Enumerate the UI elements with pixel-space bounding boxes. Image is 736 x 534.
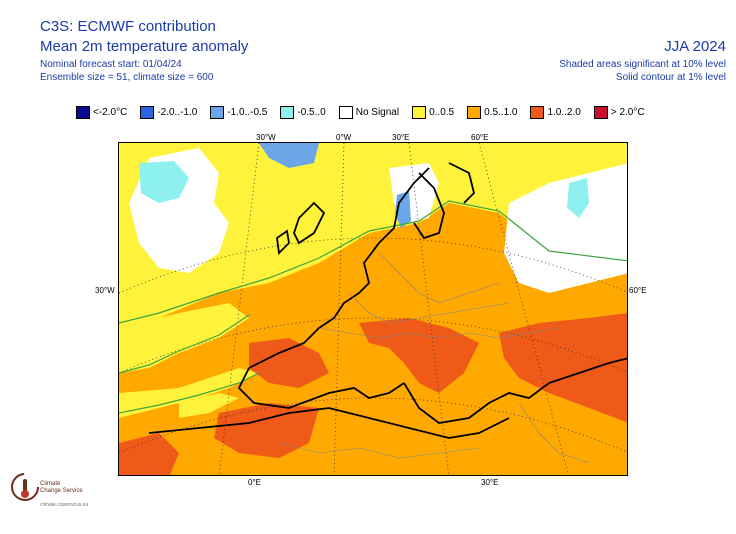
legend-swatch <box>140 105 155 119</box>
significance-contour <box>119 200 627 414</box>
anomaly-region-red <box>249 338 329 388</box>
anomaly-region-cyan <box>139 161 189 203</box>
logo-line-1: Climate <box>40 481 61 487</box>
legend-swatch <box>530 105 545 119</box>
border-line <box>378 252 500 304</box>
legend-swatch <box>338 105 353 119</box>
legend-label: 0..0.5 <box>429 106 455 118</box>
border-line <box>278 442 480 459</box>
axis-label-left: 30°W <box>95 286 115 295</box>
logo-url: climate.copernicus.eu <box>40 502 89 508</box>
anomaly-region-blue <box>395 191 411 228</box>
anomaly-region-red <box>499 313 627 423</box>
logo-line-2: Change Service <box>40 488 83 494</box>
legend-label: 1.0..2.0 <box>547 106 581 118</box>
legend-swatch <box>210 105 225 119</box>
legend-item: -0.5..0 <box>280 105 326 119</box>
legend-item: <-2.0°C <box>76 105 128 119</box>
legend-label: No Signal <box>355 106 400 118</box>
legend-item: > 2.0°C <box>593 105 645 119</box>
anomaly-region-yellow <box>179 393 239 418</box>
contour-note: Solid contour at 1% level <box>615 72 726 83</box>
legend-item: 0..0.5 <box>412 105 455 119</box>
coastline <box>403 357 627 424</box>
c3s-logo <box>8 470 128 510</box>
coastline <box>237 367 405 409</box>
c3s-logo-icon <box>11 473 39 501</box>
map-canvas <box>119 143 627 475</box>
border-line <box>318 327 560 339</box>
legend-swatch <box>412 105 427 119</box>
contour-line <box>119 372 260 414</box>
legend-swatch <box>76 105 90 119</box>
axis-label-bottom: 30°E <box>481 478 499 487</box>
legend-item: 0.5..1.0 <box>467 105 518 119</box>
anomaly-map <box>118 142 628 476</box>
ensemble-size-text: Ensemble size = 51, climate size = 600 <box>40 72 214 83</box>
anomaly-region-blue <box>259 143 319 168</box>
contour-line <box>119 314 250 374</box>
legend-label: -1.0..-0.5 <box>227 106 268 118</box>
anomaly-region-red <box>214 403 319 458</box>
anomaly-region-yellow <box>119 143 627 328</box>
coastline <box>413 172 445 240</box>
anomaly-region-red <box>119 433 179 475</box>
forecast-start-text: Nominal forecast start: 01/04/24 <box>40 59 182 70</box>
legend-item: -2.0..-1.0 <box>140 105 198 119</box>
significance-note: Shaded areas significant at 10% level <box>559 59 726 70</box>
legend-item: No Signal <box>338 105 400 119</box>
graticule-line <box>478 143 569 475</box>
axis-label-right: 60°E <box>629 286 647 295</box>
legend-label: 0.5..1.0 <box>484 106 518 118</box>
axis-label-bottom: 0°E <box>248 478 261 487</box>
anomaly-region-yellow <box>119 303 249 373</box>
legend-label: <-2.0°C <box>93 106 128 118</box>
legend-label: -2.0..-1.0 <box>157 106 198 118</box>
map-subtitle: Mean 2m temperature anomaly <box>40 38 249 55</box>
coastline <box>276 229 290 255</box>
map-title: C3S: ECMWF contribution <box>40 18 216 35</box>
axis-label-top: 30°E <box>392 133 410 142</box>
anomaly-region-red <box>359 318 479 393</box>
country-borders <box>278 252 590 464</box>
legend-label: -0.5..0 <box>297 106 326 118</box>
axis-label-top: 60°E <box>471 133 489 142</box>
anomaly-region-cyan <box>567 178 589 218</box>
contour-line <box>119 200 627 324</box>
border-line <box>518 402 590 464</box>
color-legend: <-2.0°C -2.0..-1.0 -1.0..-0.5 -0.5..0 No… <box>76 104 658 120</box>
coastline <box>148 407 510 439</box>
graticule-line <box>408 143 450 475</box>
coastline <box>293 201 326 245</box>
legend-item: -1.0..-0.5 <box>210 105 268 119</box>
logo-text: Climate Change Service <box>40 481 83 495</box>
coastlines <box>148 162 627 439</box>
coastline <box>448 162 475 204</box>
graticule-line <box>218 143 260 475</box>
legend-swatch <box>280 105 295 119</box>
legend-item: 1.0..2.0 <box>530 105 581 119</box>
legend-swatch <box>593 105 608 119</box>
axis-label-top: 30°W <box>256 133 276 142</box>
coastline <box>248 167 430 369</box>
axis-label-top: 0°W <box>336 133 352 142</box>
legend-label: > 2.0°C <box>610 106 645 118</box>
no-signal-region <box>504 163 627 293</box>
border-line <box>348 292 510 324</box>
graticule <box>119 143 627 475</box>
legend-swatch <box>467 105 482 119</box>
season-label: JJA 2024 <box>664 38 726 55</box>
